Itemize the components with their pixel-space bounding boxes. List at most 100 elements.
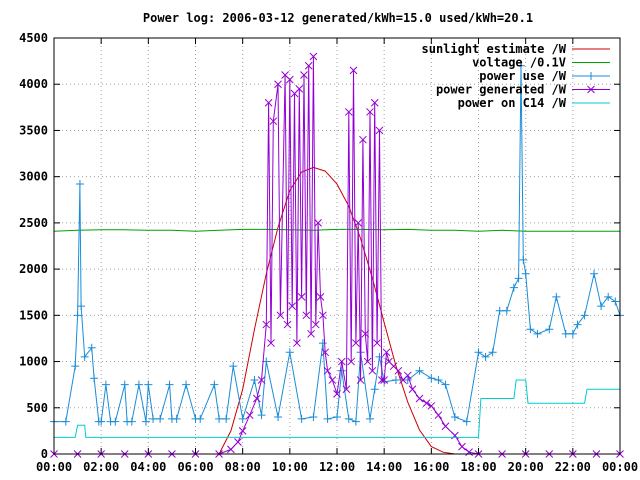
data-point — [274, 80, 282, 89]
data-point — [502, 306, 511, 315]
data-point — [561, 329, 570, 338]
data-point — [427, 402, 436, 410]
x-tick-labels: 00:00 02:00 04:00 06:00 08:00 10:00 12:00 14:00… — [36, 460, 638, 474]
data-point — [276, 311, 285, 320]
data-point — [344, 108, 353, 116]
tick-marks — [53, 37, 621, 455]
data-point — [127, 417, 136, 426]
series-3 — [50, 61, 624, 426]
data-point — [285, 75, 294, 84]
data-point — [352, 339, 360, 347]
data-point — [238, 427, 247, 435]
data-point — [323, 366, 332, 375]
data-point — [347, 357, 356, 366]
y-tick-labels: 0 500 1000 1500 2000 2500 3000 3500 4000 4500 — [19, 31, 48, 461]
data-point — [526, 325, 535, 334]
data-point — [288, 302, 297, 310]
data-point — [370, 385, 379, 394]
data-point — [359, 135, 367, 144]
legend-label: sunlight estimate /W — [422, 42, 567, 56]
data-point — [285, 348, 294, 357]
data-point — [267, 339, 275, 347]
data-point — [101, 380, 110, 389]
data-point — [71, 362, 80, 371]
x-tick-label: 22:00 — [555, 460, 591, 474]
data-point — [366, 414, 375, 423]
data-point — [293, 339, 301, 347]
data-point — [165, 380, 174, 389]
data-point — [302, 311, 311, 320]
data-point — [373, 339, 381, 347]
x-tick-label: 20:00 — [508, 460, 544, 474]
data-point — [573, 320, 582, 329]
data-point — [269, 117, 278, 126]
data-point — [297, 292, 306, 301]
data-point — [462, 417, 471, 426]
data-point — [514, 274, 523, 283]
y-tick-label: 500 — [26, 401, 48, 415]
data-point — [333, 390, 341, 398]
data-point — [61, 417, 70, 426]
data-point — [533, 329, 542, 338]
data-point — [309, 52, 318, 61]
x-tick-label: 16:00 — [413, 460, 449, 474]
legend-label: voltage /0.1V — [472, 56, 566, 70]
y-tick-label: 4000 — [19, 77, 48, 91]
data-point — [441, 380, 450, 389]
data-point — [283, 320, 292, 329]
series-line — [54, 65, 621, 423]
grid-lines — [54, 38, 620, 454]
data-point — [337, 357, 346, 366]
data-point — [450, 413, 459, 422]
series-line — [54, 379, 620, 438]
data-point — [354, 219, 363, 227]
data-point — [77, 302, 86, 311]
data-point — [238, 414, 247, 423]
data-point — [488, 348, 497, 357]
data-point — [111, 417, 120, 426]
data-point — [73, 311, 82, 320]
data-point — [337, 366, 346, 375]
data-point — [295, 84, 304, 93]
data-point — [257, 376, 266, 384]
data-point — [90, 374, 99, 383]
data-point — [318, 311, 327, 320]
data-point — [120, 380, 129, 389]
data-point — [370, 98, 379, 107]
data-point — [516, 61, 525, 70]
y-tick-label: 0 — [41, 447, 48, 461]
data-point — [245, 411, 254, 420]
data-point — [314, 219, 322, 227]
x-tick-label: 14:00 — [366, 460, 402, 474]
series-4 — [50, 52, 624, 458]
data-point — [375, 352, 384, 361]
data-point — [344, 414, 353, 423]
data-point — [474, 348, 483, 357]
data-point — [75, 180, 84, 189]
x-tick-label: 06:00 — [177, 460, 213, 474]
data-point — [604, 292, 613, 301]
data-point — [434, 376, 443, 385]
data-point — [366, 108, 374, 116]
y-tick-label: 2500 — [19, 216, 48, 230]
data-point — [87, 343, 96, 352]
data-point — [156, 414, 165, 423]
data-point — [307, 329, 315, 338]
data-point — [250, 376, 259, 385]
y-tick-label: 3500 — [19, 123, 48, 137]
data-point — [215, 414, 224, 423]
x-tick-label: 10:00 — [272, 460, 308, 474]
data-point — [196, 414, 205, 423]
series-5 — [54, 379, 620, 438]
data-point — [408, 385, 417, 394]
series-2 — [53, 228, 620, 232]
series-1 — [218, 166, 455, 455]
x-tick-label: 08:00 — [225, 460, 261, 474]
data-point — [300, 71, 308, 79]
legend-label: power on C14 /W — [458, 96, 567, 110]
data-point — [323, 414, 332, 423]
data-point — [403, 371, 412, 380]
data-point — [311, 320, 320, 329]
data-point — [611, 297, 620, 306]
data-point — [309, 413, 318, 422]
